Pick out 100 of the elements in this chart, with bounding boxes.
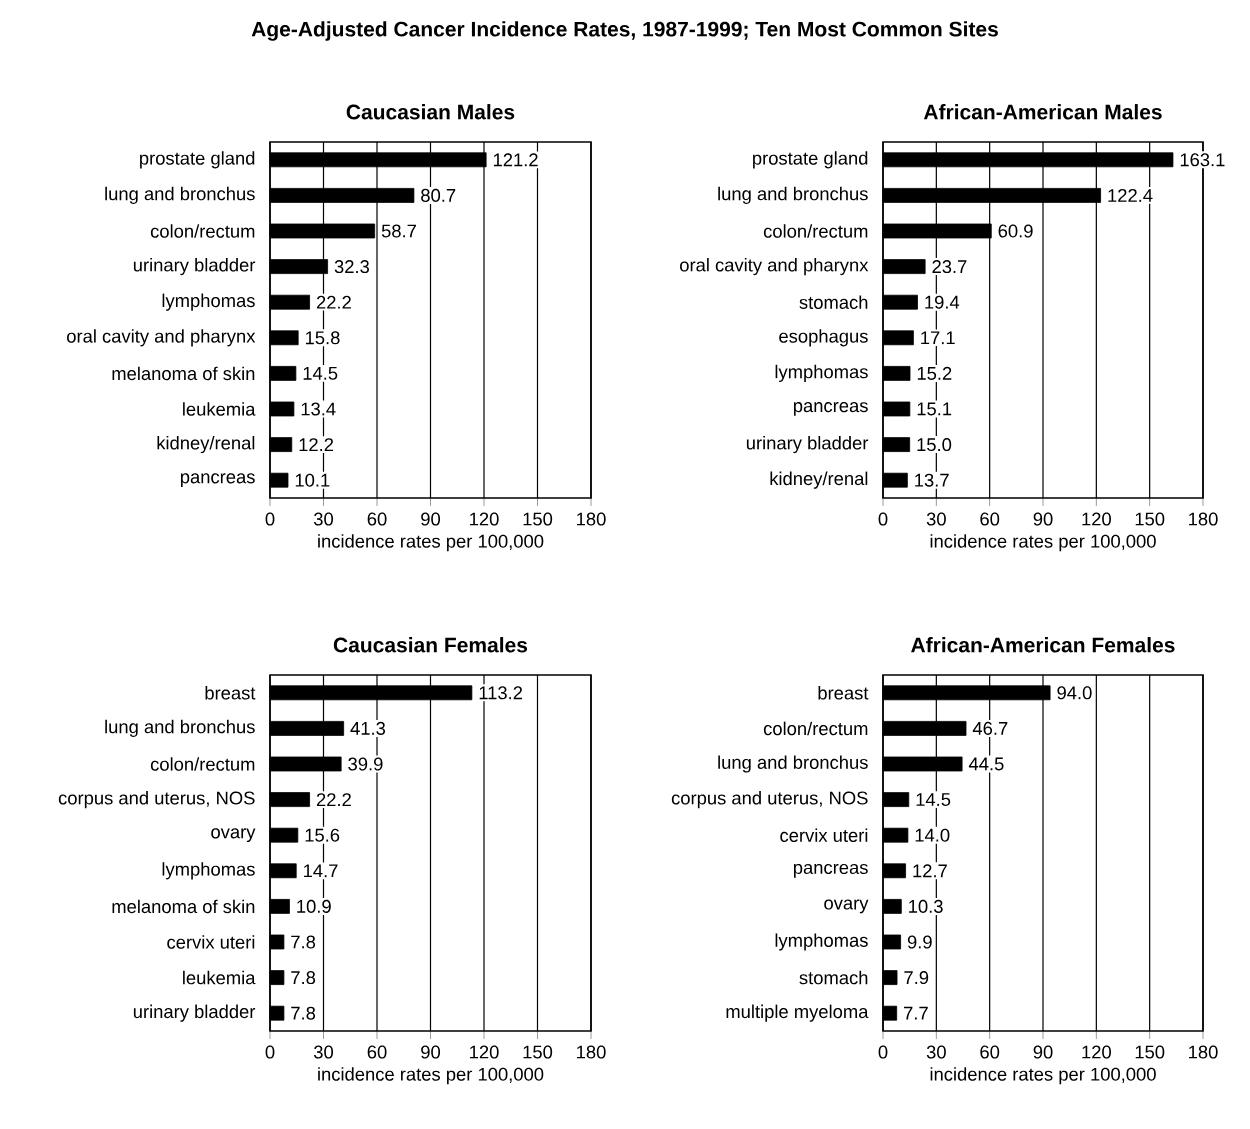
y-tick-label: lung and bronchus xyxy=(105,186,255,204)
data-label: 60.9 xyxy=(998,224,1033,238)
x-tick-label: 0 xyxy=(265,512,275,526)
data-label: 14.7 xyxy=(304,864,338,878)
data-label: 15.6 xyxy=(305,828,340,842)
y-tick-label: lymphomas xyxy=(162,293,255,311)
x-tick-label: 60 xyxy=(980,512,1000,526)
data-label: 39.9 xyxy=(348,757,383,771)
y-tick-label: lung and bronchus xyxy=(105,719,255,737)
y-tick-label: colon/rectum xyxy=(150,224,255,238)
x-tick-label: 120 xyxy=(1082,512,1111,526)
x-tick-label: 150 xyxy=(1135,512,1165,526)
y-tick-label: stomach xyxy=(799,295,868,309)
y-tick-label: prostate gland xyxy=(753,151,868,169)
data-label: 15.2 xyxy=(917,366,952,380)
y-tick-label: lymphomas xyxy=(775,364,868,382)
data-label: 13.7 xyxy=(915,473,949,487)
data-label: 7.8 xyxy=(291,935,316,949)
x-axis-title: incidence rates per 100,000 xyxy=(930,1067,1156,1085)
chart-subtitle: Caucasian Females xyxy=(333,637,528,653)
data-label: 44.5 xyxy=(968,757,1004,771)
data-label: 22.2 xyxy=(316,793,351,807)
y-tick-label: corpus and uterus, NOS xyxy=(58,791,255,809)
x-tick-label: 0 xyxy=(878,512,888,526)
y-tick-label: lung and bronchus xyxy=(718,755,868,773)
x-tick-label: 150 xyxy=(523,1045,553,1059)
y-tick-label: cervix uteri xyxy=(167,935,255,949)
data-label: 9.9 xyxy=(907,935,932,949)
data-label: 19.4 xyxy=(925,295,960,309)
data-label: 14.5 xyxy=(916,793,951,807)
y-tick-label: urinary bladder xyxy=(133,1004,256,1022)
y-tick-label: colon/rectum xyxy=(150,757,255,771)
y-tick-label: melanoma of skin xyxy=(112,899,255,914)
x-tick-label: 150 xyxy=(1135,1045,1165,1059)
data-label: 41.3 xyxy=(350,721,386,735)
data-label: 15.1 xyxy=(917,402,952,416)
y-tick-label: breast xyxy=(818,686,869,700)
data-label: 7.8 xyxy=(291,1006,316,1020)
data-label: 15.8 xyxy=(305,331,340,345)
x-tick-label: 90 xyxy=(421,1045,441,1059)
x-tick-label: 60 xyxy=(367,512,387,526)
x-tick-label: 60 xyxy=(367,1045,387,1059)
y-tick-label: colon/rectum xyxy=(763,721,868,736)
chart-subtitle: Caucasian Males xyxy=(346,104,515,120)
y-tick-label: ovary xyxy=(211,828,256,843)
x-tick-label: 120 xyxy=(1082,1045,1111,1059)
x-tick-label: 90 xyxy=(421,512,441,526)
y-tick-label: oral cavity and pharynx xyxy=(67,329,256,347)
data-label: 58.7 xyxy=(381,224,416,238)
data-label: 14.5 xyxy=(303,366,338,380)
data-label: 17.1 xyxy=(921,331,955,345)
chart-subtitle: African-American Males xyxy=(923,104,1162,120)
x-tick-label: 30 xyxy=(313,512,334,526)
data-label: 7.7 xyxy=(904,1006,928,1020)
x-tick-label: 120 xyxy=(470,512,499,526)
y-tick-label: leukemia xyxy=(183,970,256,985)
y-tick-label: oral cavity and pharynx xyxy=(680,258,869,276)
y-tick-label: kidney/renal xyxy=(157,436,255,454)
x-tick-label: 180 xyxy=(1189,512,1218,526)
y-tick-label: colon/rectum xyxy=(763,224,868,238)
x-tick-label: 90 xyxy=(1033,512,1053,526)
data-label: 12.7 xyxy=(913,864,947,878)
data-label: 14.0 xyxy=(915,828,950,842)
x-tick-label: 0 xyxy=(265,1045,275,1059)
y-tick-label: multiple myeloma xyxy=(726,1004,869,1022)
y-tick-label: breast xyxy=(205,686,256,700)
y-tick-label: pancreas xyxy=(793,863,868,878)
data-label: 113.2 xyxy=(479,686,523,700)
y-tick-label: melanoma of skin xyxy=(112,366,255,381)
data-label: 121.2 xyxy=(493,153,538,167)
x-tick-label: 180 xyxy=(577,1045,606,1059)
data-label: 15.0 xyxy=(917,438,952,452)
x-tick-label: 60 xyxy=(980,1045,1000,1059)
y-tick-label: lymphomas xyxy=(162,862,255,880)
y-tick-label: corpus and uterus, NOS xyxy=(671,791,868,809)
x-tick-label: 180 xyxy=(1189,1045,1218,1059)
y-tick-label: ovary xyxy=(824,899,869,914)
x-tick-label: 180 xyxy=(577,512,606,526)
y-tick-label: leukemia xyxy=(183,402,256,416)
y-tick-label: lymphomas xyxy=(775,933,868,951)
chart-title: Age-Adjusted Cancer Incidence Rates, 1987-1999; Ten Most Common Sites xyxy=(251,21,998,41)
data-label: 80.7 xyxy=(421,188,456,202)
x-tick-label: 150 xyxy=(523,512,553,526)
data-label: 22.2 xyxy=(316,295,351,309)
data-label: 10.1 xyxy=(295,473,330,487)
x-tick-label: 120 xyxy=(470,1045,499,1059)
data-label: 122.4 xyxy=(1108,188,1153,202)
x-tick-label: 0 xyxy=(878,1045,888,1059)
chart-subtitle: African-American Females xyxy=(911,637,1175,653)
y-tick-label: urinary bladder xyxy=(133,258,256,276)
data-label: 10.3 xyxy=(909,899,943,913)
x-tick-label: 30 xyxy=(313,1045,334,1059)
y-tick-label: pancreas xyxy=(180,473,255,488)
data-label: 7.8 xyxy=(291,971,316,985)
data-label: 23.7 xyxy=(932,260,967,274)
x-axis-title: incidence rates per 100,000 xyxy=(318,1067,544,1085)
data-label: 10.9 xyxy=(297,899,331,913)
y-tick-label: stomach xyxy=(799,970,868,985)
y-tick-label: cervix uteri xyxy=(780,828,868,842)
y-tick-label: lung and bronchus xyxy=(718,186,868,204)
